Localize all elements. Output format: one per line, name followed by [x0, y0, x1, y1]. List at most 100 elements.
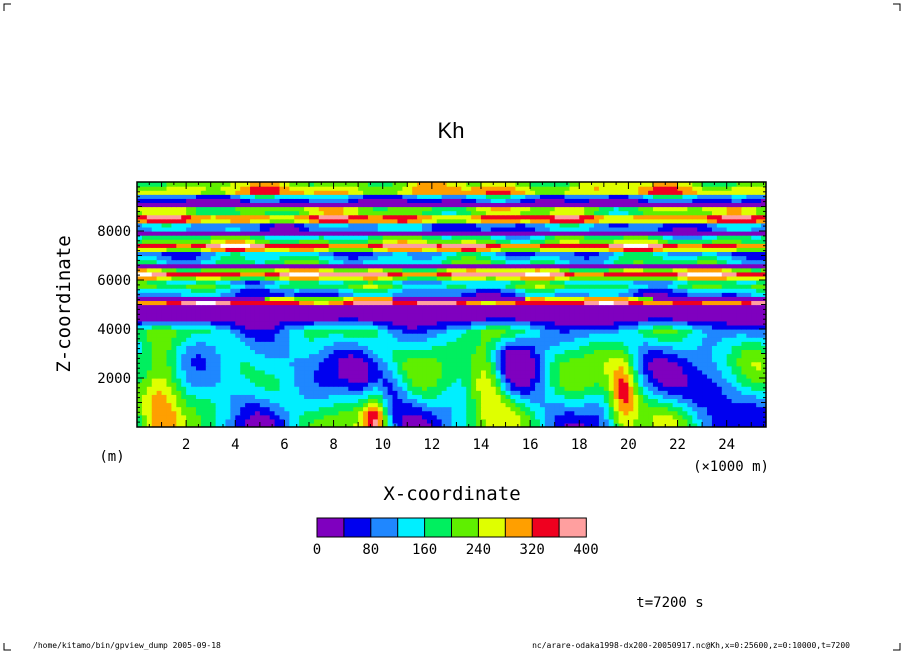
heatmap-cell	[284, 288, 290, 293]
heatmap-cell	[697, 378, 703, 383]
heatmap-cell	[323, 398, 330, 404]
heatmap-cell	[707, 386, 713, 391]
heatmap-cell	[186, 284, 192, 289]
heatmap-cell	[495, 361, 502, 367]
heatmap-cell	[667, 394, 674, 400]
heatmap-cell	[308, 316, 315, 322]
heatmap-cell	[402, 296, 408, 302]
heatmap-cell	[485, 300, 492, 306]
heatmap-cell	[151, 418, 158, 424]
heatmap-cell	[574, 365, 580, 371]
heatmap-cell	[323, 418, 330, 424]
heatmap-cell	[697, 357, 703, 363]
heatmap-cell	[451, 300, 458, 306]
heatmap-cell	[500, 402, 507, 408]
heatmap-cell	[358, 320, 364, 326]
heatmap-cell	[333, 275, 340, 281]
heatmap-cell	[456, 418, 462, 424]
heatmap-cell	[485, 329, 492, 334]
heatmap-cell	[672, 394, 679, 400]
heatmap-cell	[274, 275, 281, 281]
heatmap-cell	[422, 304, 428, 310]
heatmap-cell	[264, 308, 271, 314]
heatmap-cell	[176, 312, 182, 318]
heatmap-cell	[721, 284, 728, 289]
heatmap-cell	[510, 341, 516, 346]
heatmap-cell	[284, 320, 290, 326]
heatmap-cell	[382, 406, 389, 412]
heatmap-cell	[603, 349, 610, 355]
heatmap-cell	[176, 418, 182, 424]
heatmap-cell	[426, 349, 433, 355]
heatmap-cell	[422, 386, 428, 391]
heatmap-cell	[707, 418, 713, 424]
heatmap-cell	[215, 324, 222, 330]
heatmap-cell	[692, 288, 698, 293]
heatmap-cell	[294, 337, 300, 342]
heatmap-cell	[289, 349, 295, 355]
heatmap-cell	[186, 378, 192, 383]
heatmap-cell	[436, 373, 443, 379]
heatmap-cell	[500, 288, 507, 293]
heatmap-cell	[279, 316, 286, 322]
heatmap-cell	[441, 324, 448, 330]
heatmap-cell	[721, 337, 728, 342]
heatmap-cell	[426, 373, 433, 379]
heatmap-cell	[589, 267, 595, 273]
heatmap-cell	[367, 353, 374, 359]
heatmap-cell	[559, 410, 566, 416]
heatmap-cell	[294, 333, 300, 338]
heatmap-cell	[338, 271, 344, 277]
heatmap-cell	[603, 296, 610, 302]
heatmap-cell	[554, 284, 561, 289]
heatmap-cell	[210, 422, 217, 427]
heatmap-cell	[195, 337, 202, 342]
heatmap-cell	[584, 406, 590, 412]
heatmap-cell	[353, 365, 359, 371]
heatmap-cell	[539, 308, 546, 314]
heatmap-cell	[515, 329, 521, 334]
heatmap-cell	[343, 284, 349, 289]
heatmap-cell	[426, 316, 433, 322]
heatmap-cell	[603, 418, 610, 424]
heatmap-cell	[520, 324, 526, 330]
heatmap-cell	[564, 369, 571, 375]
heatmap-cell	[628, 402, 634, 408]
heatmap-cell	[598, 369, 605, 375]
heatmap-cell	[161, 288, 168, 293]
heatmap-cell	[628, 410, 634, 416]
heatmap-cell	[652, 296, 659, 302]
heatmap-cell	[539, 324, 546, 330]
heatmap-cell	[643, 422, 649, 427]
heatmap-cell	[195, 324, 202, 330]
heatmap-cell	[318, 386, 325, 391]
heatmap-cell	[638, 280, 644, 285]
heatmap-cell	[761, 324, 766, 330]
heatmap-cell	[476, 316, 482, 322]
heatmap-cell	[161, 394, 168, 400]
heatmap-cell	[613, 402, 620, 408]
heatmap-cell	[598, 337, 605, 342]
heatmap-cell	[382, 357, 389, 363]
heatmap-cell	[284, 414, 290, 420]
heatmap-cell	[259, 284, 266, 289]
heatmap-cell	[264, 312, 271, 318]
heatmap-cell	[657, 308, 664, 314]
heatmap-cell	[402, 329, 408, 334]
heatmap-cell	[466, 390, 472, 395]
heatmap-cell	[146, 349, 153, 355]
heatmap-cell	[594, 349, 600, 355]
heatmap-cell	[731, 365, 738, 371]
heatmap-cell	[137, 288, 143, 293]
heatmap-cell	[677, 280, 684, 285]
heatmap-cell	[235, 284, 241, 289]
heatmap-cell	[407, 284, 413, 289]
heatmap-cell	[643, 373, 649, 379]
heatmap-cell	[554, 316, 561, 322]
heatmap-cell	[205, 280, 212, 285]
heatmap-cell	[279, 386, 286, 391]
heatmap-cell	[574, 280, 580, 285]
heatmap-cell	[441, 280, 448, 285]
heatmap-cell	[338, 357, 344, 363]
heatmap-cell	[235, 304, 241, 310]
